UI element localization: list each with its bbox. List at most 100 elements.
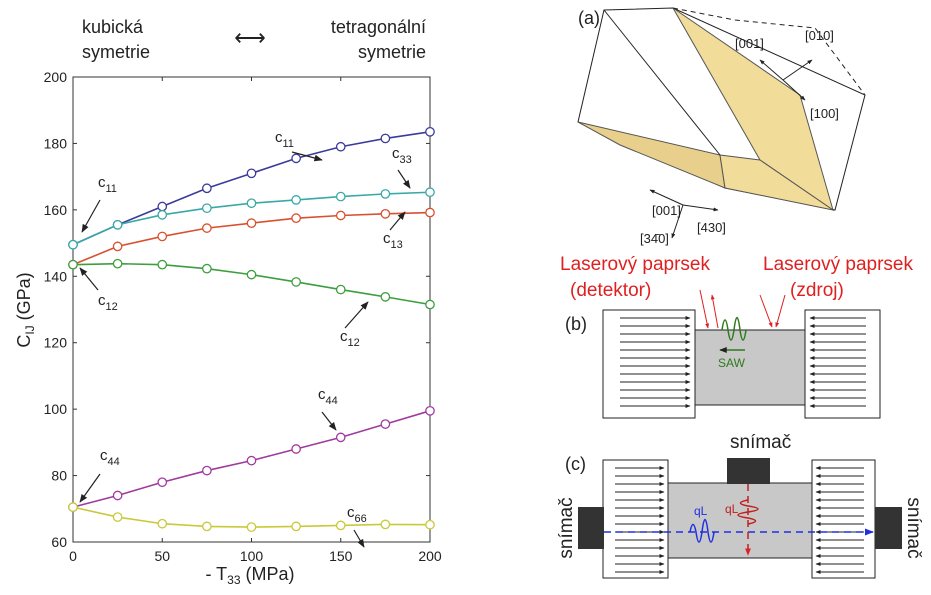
data-point [337, 143, 345, 151]
header-arrow: ⟷ [234, 25, 266, 50]
data-point [426, 208, 434, 216]
annotation-sub: 44 [326, 395, 338, 407]
data-point [203, 204, 211, 212]
data-point [203, 522, 211, 530]
panel-label: (a) [578, 8, 600, 28]
data-point [158, 520, 166, 528]
data-point [203, 184, 211, 192]
annotation-arrow [322, 412, 336, 430]
x-tick-label: 0 [69, 548, 77, 564]
laser-beam [700, 290, 708, 328]
data-point [247, 456, 255, 464]
part: IJ [23, 325, 37, 334]
y-axis-label: CIJ (GPa) [14, 272, 37, 347]
laser-label: (detektor) [570, 280, 651, 301]
annotation-sub: 44 [108, 456, 120, 468]
direction-label: [010] [805, 28, 834, 43]
sample [668, 483, 812, 558]
data-point [158, 478, 166, 486]
data-point [337, 192, 345, 200]
header-right: tetragonální [331, 17, 426, 37]
data-point [203, 224, 211, 232]
annotation: c33 [392, 145, 412, 166]
x-axis-label: - T33 (MPa) [205, 564, 294, 587]
x-tick-label: 100 [240, 548, 264, 564]
direction-label: [001] [652, 203, 681, 218]
data-point [426, 128, 434, 136]
laser-label: Laserový paprsek [560, 254, 710, 275]
data-point [337, 433, 345, 441]
panel-label: (c) [565, 454, 586, 474]
y-tick-label: 80 [51, 468, 67, 484]
annotation-arrow [390, 212, 405, 230]
diagram: [001] [010] [100] [001] [430] [34̄0] (a)… [556, 8, 924, 578]
annotation-sub: 11 [106, 183, 117, 195]
laser-beam [712, 295, 718, 328]
laser-label: (zdroj) [790, 280, 844, 301]
annotation-arrow [398, 170, 410, 188]
data-point [247, 169, 255, 177]
data-point [247, 199, 255, 207]
data-point [113, 259, 121, 267]
sensor-label: snímač [556, 497, 577, 558]
sensor-label: snímač [903, 497, 924, 558]
annotation-sub: 11 [283, 138, 294, 150]
direction-label: [430] [697, 220, 726, 235]
plot-frame [73, 77, 430, 542]
y-tick-label: 60 [51, 534, 67, 550]
part: (GPa) [14, 272, 34, 325]
data-point [113, 513, 121, 521]
data-point [381, 190, 389, 198]
data-point [292, 214, 300, 222]
annotation-sub: 66 [355, 513, 367, 525]
data-point [158, 260, 166, 268]
figure: kubická symetrie ⟷ tetragonální symetrie… [0, 0, 931, 590]
part: 33 [227, 573, 241, 587]
header-right: symetrie [358, 42, 426, 62]
x-tick-label: 50 [154, 548, 170, 564]
laser-beam [760, 295, 772, 327]
sensor-label: snímač [730, 432, 791, 453]
data-point [69, 241, 77, 249]
direction-label: [34̄0] [640, 231, 669, 246]
data-point [381, 420, 389, 428]
header-left: kubická [82, 17, 144, 37]
data-point [158, 202, 166, 210]
annotation-arrow [345, 302, 368, 328]
annotation-arrow [80, 268, 98, 290]
data-point [158, 232, 166, 240]
x-tick-label: 150 [329, 548, 353, 564]
y-tick-label: 200 [44, 69, 68, 85]
grip [812, 460, 875, 578]
wave-label: qL [725, 502, 739, 516]
annotation-arrow [82, 200, 100, 232]
annotation: c44 [318, 386, 338, 407]
data-point [292, 154, 300, 162]
direction-label: [001] [735, 36, 764, 51]
annotation: c44 [100, 447, 120, 468]
y-tick-label: 160 [44, 202, 68, 218]
annotation-arrow [80, 474, 100, 502]
data-point [426, 188, 434, 196]
data-point [203, 264, 211, 272]
data-point [381, 134, 389, 142]
transducer [875, 507, 902, 549]
annotation-arrow [354, 530, 364, 547]
y-tick-label: 140 [44, 268, 68, 284]
annotation-sub: 12 [106, 301, 118, 313]
y-tick-label: 120 [44, 335, 68, 351]
annotation-sub: 12 [348, 337, 360, 349]
saw-label: SAW [718, 356, 746, 370]
data-point [203, 466, 211, 474]
header-left: symetrie [82, 42, 150, 62]
data-point [292, 445, 300, 453]
direction-label: [100] [810, 106, 839, 121]
part: C [14, 335, 34, 348]
data-point [337, 211, 345, 219]
data-point [113, 491, 121, 499]
annotation-sub: 13 [391, 239, 403, 251]
data-point [158, 211, 166, 219]
data-point [292, 196, 300, 204]
data-point [247, 523, 255, 531]
data-point [426, 521, 434, 529]
